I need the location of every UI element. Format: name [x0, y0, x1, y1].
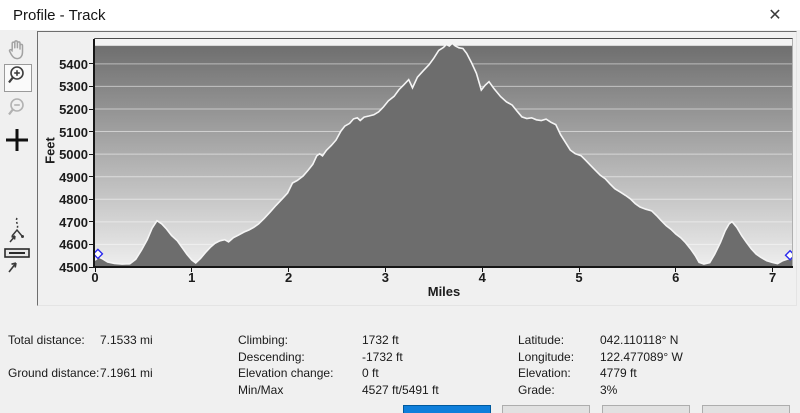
track-end-marker[interactable]: [784, 249, 792, 261]
x-tick-mark-0: [94, 268, 96, 272]
stat-value: 0 ft: [362, 366, 379, 380]
crosshair-tool-button[interactable]: [3, 128, 31, 156]
zoom-in-tool-button[interactable]: [4, 64, 32, 92]
y-tick-mark-5200: [89, 108, 93, 110]
y-tick-label-5400: 5400: [59, 56, 88, 72]
stat-label: Min/Max: [238, 382, 284, 397]
x-tick-mark-3: [384, 268, 386, 272]
y-tick-label-4500: 4500: [59, 260, 88, 275]
x-tick-mark-7: [772, 268, 774, 272]
stat-value: 4779 ft: [600, 366, 637, 380]
y-axis-line: [93, 39, 95, 268]
y-tick-mark-4600: [89, 243, 93, 245]
x-tick-mark-4: [481, 268, 483, 272]
x-tick-label-7: 7: [768, 270, 777, 285]
x-tick-label-1: 1: [188, 270, 196, 285]
stat-label: Grade:: [518, 382, 555, 397]
y-tick-label-4600: 4600: [59, 237, 88, 253]
measure-ruler-icon: [3, 246, 31, 279]
x-tick-label-2: 2: [284, 270, 293, 285]
x-tick-label-6: 6: [672, 270, 680, 285]
footer-button-1[interactable]: [403, 405, 491, 413]
x-tick-label-4: 4: [478, 270, 486, 285]
stat-label: Longitude:: [518, 349, 575, 364]
y-tick-mark-5300: [89, 85, 93, 87]
y-tick-label-5200: 5200: [59, 102, 88, 117]
stat-label: Total distance:: [8, 333, 85, 347]
zoom-in-icon: [6, 64, 30, 93]
crosshair-icon: [4, 127, 30, 158]
x-tick-mark-6: [675, 268, 677, 272]
y-tick-label-5100: 5100: [59, 124, 88, 140]
y-tick-mark-5400: [89, 63, 93, 65]
y-tick-label-5000: 5000: [59, 147, 88, 163]
elevation-line: [95, 42, 792, 265]
x-axis-line: [93, 266, 793, 268]
y-tick-label-5300: 5300: [59, 79, 88, 95]
zoom-out-tool-button[interactable]: [4, 96, 32, 124]
pan-tool-button[interactable]: [3, 38, 31, 66]
stat-value: 7.1533 mi: [100, 333, 153, 347]
stat-label: Latitude:: [518, 333, 565, 347]
track-point-tool-button[interactable]: [3, 216, 31, 249]
stat-label: Climbing:: [238, 333, 289, 347]
stat-value: 122.477089° W: [600, 349, 683, 364]
close-icon[interactable]: ✕: [768, 7, 782, 24]
x-tick-mark-1: [191, 268, 193, 272]
y-tick-label-4700: 4700: [59, 214, 88, 230]
track-start-marker[interactable]: [95, 248, 104, 260]
titlebar: Profile - Track ✕: [0, 0, 800, 30]
stat-value: 042.110118° N: [600, 333, 679, 347]
stat-value: 1732 ft: [362, 333, 399, 347]
x-tick-mark-5: [578, 268, 580, 272]
x-axis-title: Miles: [427, 284, 461, 299]
y-tick-mark-4700: [89, 221, 93, 223]
footer-button-3[interactable]: [602, 405, 690, 413]
zoom-out-icon: [6, 96, 30, 125]
y-tick-mark-5000: [89, 153, 93, 155]
y-tick-label-4900: 4900: [59, 169, 88, 185]
track-point-icon: [4, 216, 30, 249]
x-tick-mark-2: [288, 268, 290, 272]
measure-tool-button[interactable]: [3, 246, 31, 279]
footer-button-2[interactable]: [502, 405, 590, 413]
stat-value: 7.1961 mi: [100, 366, 153, 380]
y-tick-label-4800: 4800: [59, 192, 88, 208]
stat-label: Elevation change:: [238, 366, 334, 380]
stat-value: 3%: [600, 382, 618, 397]
y-tick-mark-4800: [89, 198, 93, 200]
x-tick-label-5: 5: [575, 270, 583, 285]
stat-value: 4527 ft/5491 ft: [362, 382, 439, 397]
y-tick-mark-5100: [89, 131, 93, 133]
y-tick-mark-4900: [89, 176, 93, 178]
x-tick-label-3: 3: [381, 270, 389, 285]
stat-label: Elevation:: [518, 366, 571, 380]
x-tick-label-0: 0: [91, 270, 99, 285]
hand-icon: [5, 38, 29, 67]
footer-button-4[interactable]: [702, 405, 790, 413]
y-tick-mark-4500: [89, 266, 93, 268]
window-title: Profile - Track: [13, 7, 106, 24]
stat-label: Ground distance:: [8, 366, 100, 380]
stat-value: -1732 ft: [362, 349, 403, 364]
elevation-area: [95, 43, 792, 267]
stat-label: Descending:: [238, 349, 305, 364]
elevation-profile-plot[interactable]: [95, 39, 792, 267]
